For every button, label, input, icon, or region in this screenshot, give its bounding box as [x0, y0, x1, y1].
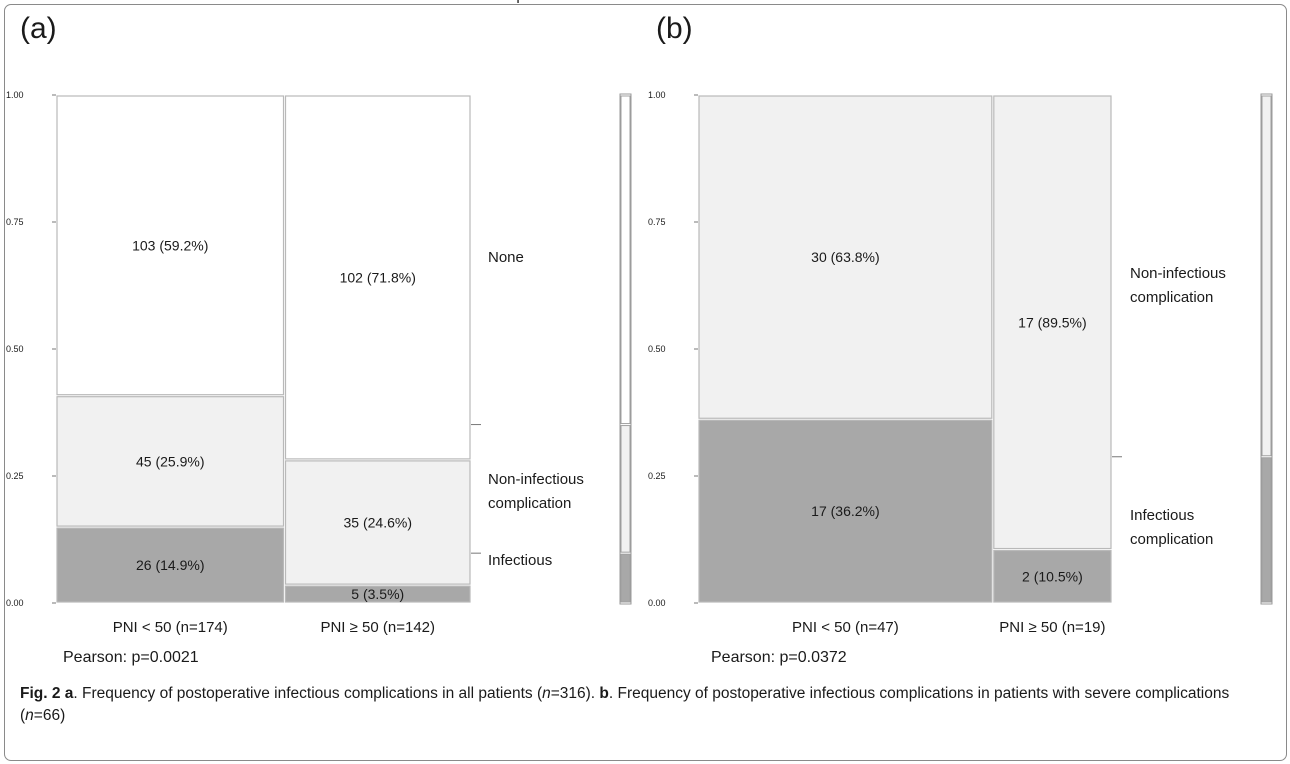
- legend-entry: None: [488, 249, 524, 266]
- marginal-bar-segment: [1261, 457, 1272, 603]
- legend-entry: Non-infectious: [488, 471, 584, 488]
- cell-label: 45 (25.9%): [136, 453, 204, 469]
- caption-b-n: n: [25, 707, 34, 724]
- figure-frame: [4, 4, 1287, 761]
- caption-b-text: . Frequency of postoperative infectious …: [20, 685, 1230, 724]
- caption-a-nval: =316).: [550, 685, 600, 702]
- legend-entry: Non-infectious: [1130, 265, 1226, 282]
- cell-label: 35 (24.6%): [344, 515, 412, 531]
- mosaic-cell: [993, 549, 1112, 603]
- mosaic-cell: [993, 95, 1112, 550]
- mosaic-cell: [284, 95, 471, 460]
- y-tick-label: 0.75: [6, 217, 24, 227]
- marginal-bar-segment: [620, 95, 631, 425]
- legend-entry: complication: [488, 0, 571, 4]
- marginal-bar-segment: [620, 425, 631, 553]
- legend-entry: complication: [1130, 531, 1213, 548]
- y-tick-label: 0.50: [648, 344, 666, 354]
- cell-label: 26 (14.9%): [136, 557, 204, 573]
- marginal-bar-frame: [1260, 93, 1273, 605]
- category-label: PNI < 50 (n=47): [792, 619, 899, 636]
- marginal-bar-segment: [620, 553, 631, 603]
- cell-label: 102 (71.8%): [340, 269, 416, 285]
- legend-entry: complication: [488, 495, 571, 512]
- pearson-a: Pearson: p=0.0021: [63, 649, 199, 666]
- cell-label: 103 (59.2%): [132, 237, 208, 253]
- category-label: PNI < 50 (n=174): [113, 619, 228, 636]
- y-tick-label: 0.75: [648, 217, 666, 227]
- y-tick-label: 0.00: [648, 598, 666, 608]
- cell-label: 30 (63.8%): [811, 249, 879, 265]
- y-tick-label: 1.00: [648, 90, 666, 100]
- caption-b-letter: b: [599, 685, 609, 702]
- marginal-bar-segment: [1261, 95, 1272, 457]
- legend-entry: Infectious: [488, 552, 552, 569]
- mosaic-cell: [698, 419, 993, 603]
- y-tick-label: 0.25: [6, 471, 24, 481]
- caption-a-text: . Frequency of postoperative infectious …: [73, 685, 543, 702]
- mosaic-cell: [284, 460, 471, 585]
- cell-label: 2 (10.5%): [1022, 568, 1083, 584]
- panel-label-a: (a): [20, 12, 57, 45]
- mosaic-charts: 0.00 0.25 0.50 0.75 1.00 26 (14.9%) 45 (25.9%)…: [6, 0, 1273, 636]
- legend-entry: Infectious: [1130, 507, 1194, 524]
- y-tick-label: 1.00: [6, 90, 24, 100]
- caption-a-n: n: [542, 685, 551, 702]
- mosaic-cell: [284, 585, 471, 603]
- caption-fig-label: Fig. 2: [20, 685, 61, 702]
- pearson-b: Pearson: p=0.0372: [711, 649, 847, 666]
- category-label: PNI ≥ 50 (n=19): [999, 619, 1105, 636]
- figure-caption: Fig. 2 a. Frequency of postoperative inf…: [20, 683, 1270, 727]
- mosaic-cell: [698, 95, 993, 419]
- marginal-bar-frame: [619, 93, 632, 605]
- caption-b-nval: =66): [33, 707, 66, 724]
- cell-label: 17 (36.2%): [811, 503, 879, 519]
- mosaic-cell: [56, 396, 285, 527]
- y-tick-label: 0.50: [6, 344, 24, 354]
- legend-entry: complication: [1130, 289, 1213, 306]
- cell-label: 17 (89.5%): [1018, 314, 1086, 330]
- panel-label-b: (b): [656, 12, 693, 45]
- mosaic-cell: [56, 527, 285, 603]
- y-tick-label: 0.00: [6, 598, 24, 608]
- category-label: PNI ≥ 50 (n=142): [320, 619, 435, 636]
- cell-label: 5 (3.5%): [351, 586, 404, 602]
- y-tick-label: 0.25: [648, 471, 666, 481]
- mosaic-cell: [56, 95, 285, 396]
- caption-a-letter: a: [64, 685, 74, 702]
